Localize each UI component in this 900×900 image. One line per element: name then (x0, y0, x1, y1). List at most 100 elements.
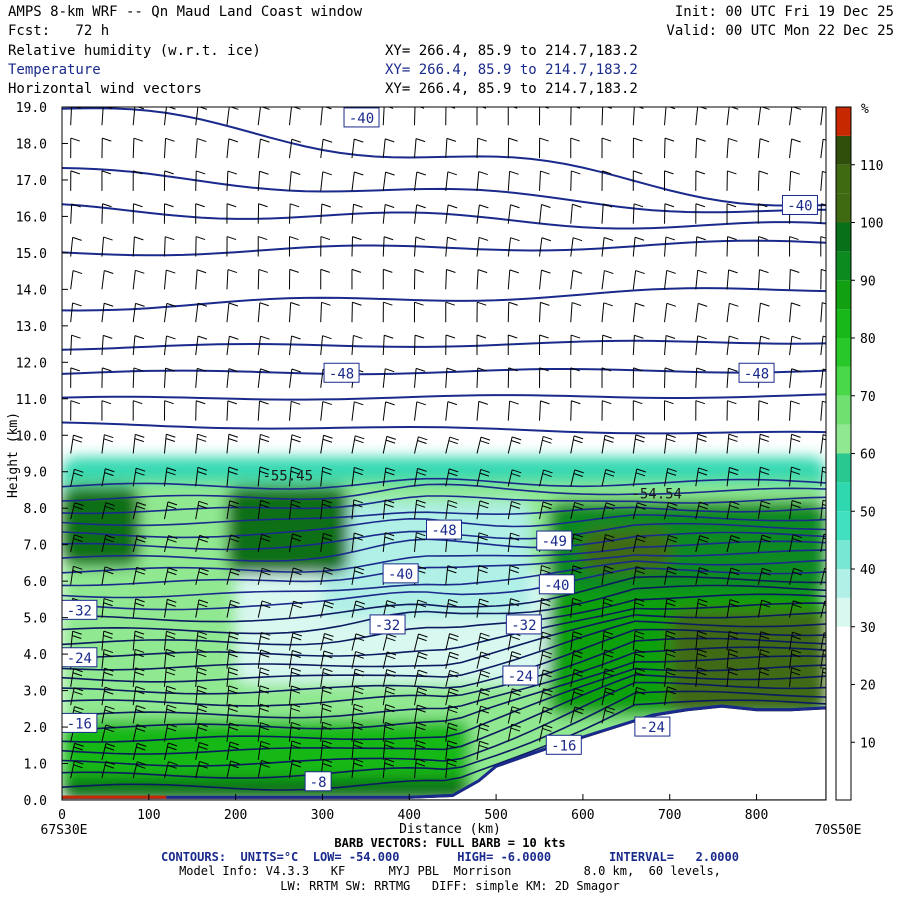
wind-barb (601, 469, 615, 487)
contour-label: -24 (640, 720, 665, 736)
wind-barb (101, 743, 116, 760)
wind-barb (163, 269, 176, 290)
wind-barb (570, 302, 582, 323)
wind-barb (226, 302, 239, 323)
wind-barb (570, 650, 583, 669)
wind-barb (132, 742, 147, 760)
contour-label-box (62, 647, 98, 668)
wind-barb (163, 630, 176, 651)
wind-barb (664, 502, 678, 520)
wind-barb (757, 107, 770, 126)
colorbar-label: 100 (860, 217, 883, 232)
x-tick-label: 300 (311, 808, 334, 823)
wind-barb (70, 760, 84, 779)
wind-barb (757, 269, 769, 290)
wind-barb (132, 335, 145, 356)
wind-barb (195, 648, 207, 669)
wind-barb (601, 400, 612, 421)
wind-barb (664, 302, 676, 323)
contour-label: -40 (544, 578, 569, 594)
wind-barb (476, 400, 488, 421)
wind-barb (476, 705, 490, 724)
contour-line (62, 575, 826, 623)
wind-barb (413, 268, 424, 290)
wind-barb (695, 648, 707, 669)
wind-barb (226, 466, 239, 487)
wind-barb (664, 367, 675, 388)
wind-barb (726, 107, 739, 126)
wind-barb (476, 688, 491, 706)
wind-barb (101, 502, 116, 520)
colorbar-label: 10 (860, 736, 876, 751)
wind-barb (101, 686, 115, 706)
wind-barb (413, 758, 426, 779)
wind-barb (601, 534, 615, 553)
wind-barb (695, 598, 708, 618)
wind-barb (757, 302, 770, 323)
wind-barb (320, 703, 332, 724)
wind-barb (288, 632, 303, 651)
colorbar-bin (836, 366, 851, 396)
wind-barb (445, 137, 457, 159)
wind-barb (132, 269, 145, 290)
contour-line (62, 339, 826, 351)
wind-barb (163, 107, 176, 126)
wind-barb (757, 400, 769, 421)
wind-barb (757, 433, 770, 454)
wind-barb (351, 401, 364, 421)
field-xy-rh: XY= 266.4, 85.9 to 214.7,183.2 (385, 43, 638, 59)
wind-barb (789, 138, 801, 159)
valid-time: Valid: 00 UTC Mon 22 Dec 25 (666, 23, 894, 39)
wind-barb (539, 301, 550, 323)
wind-barb (320, 650, 334, 669)
wind-barb (445, 171, 458, 191)
wind-barb (757, 500, 771, 520)
wind-barb (257, 703, 270, 724)
wind-barb (570, 170, 581, 191)
x-tick-label: 0 (58, 808, 66, 823)
contour-label: -54.54 (631, 487, 682, 503)
wind-barb (132, 367, 144, 388)
wind-barb (820, 400, 826, 421)
wind-barb (632, 302, 645, 323)
wind-barb (226, 500, 239, 520)
wind-barb (257, 236, 268, 257)
wind-barb (163, 761, 178, 779)
contour-label: -48 (431, 523, 456, 539)
wind-barb (539, 501, 553, 520)
wind-barb (632, 334, 644, 356)
wind-barb (226, 741, 240, 760)
colorbar-bin (836, 222, 851, 252)
wind-barb (132, 467, 146, 487)
wind-barb (70, 434, 83, 454)
wind-barb (820, 107, 826, 126)
wind-barb (539, 706, 553, 724)
y-tick-label: 0.0 (24, 794, 47, 809)
wind-barb (632, 597, 645, 618)
wind-barb (726, 302, 739, 323)
wind-barb (664, 137, 675, 159)
wind-barb (101, 400, 112, 421)
y-tick-label: 4.0 (24, 648, 47, 663)
wind-barb (132, 302, 145, 323)
wind-barb (570, 597, 582, 618)
wind-barb (445, 436, 459, 454)
contour-label: -16 (67, 716, 92, 732)
wind-barb (445, 669, 459, 688)
wind-barb (570, 137, 580, 159)
y-tick-label: 8.0 (24, 502, 47, 517)
contour-line (62, 681, 826, 767)
wind-barb (226, 760, 240, 779)
wind-barb (820, 533, 826, 553)
contour-label-box (304, 771, 332, 792)
wind-barb (132, 566, 146, 585)
contour-line (62, 646, 826, 719)
wind-barb (257, 138, 270, 159)
wind-barb (101, 367, 112, 388)
wind-barb (445, 334, 456, 356)
wind-barb (101, 724, 115, 742)
wind-barb (226, 368, 239, 388)
wind-barb (288, 600, 303, 618)
wind-barb (320, 721, 332, 742)
